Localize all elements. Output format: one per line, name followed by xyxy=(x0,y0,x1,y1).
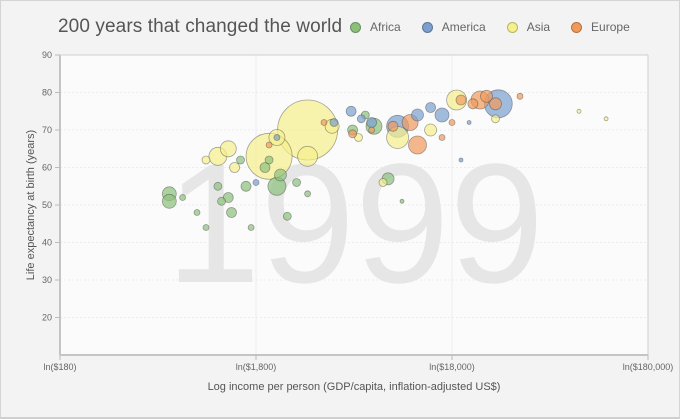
legend-item-america[interactable]: America xyxy=(421,20,486,34)
bubble-africa[interactable] xyxy=(247,224,255,231)
bubble-africa[interactable] xyxy=(259,162,271,173)
legend: Africa America Asia Europe xyxy=(350,20,651,34)
bubble-asia[interactable] xyxy=(576,108,582,114)
bubble-europe[interactable] xyxy=(516,92,524,100)
bubble-africa[interactable] xyxy=(222,192,234,203)
bubble-africa[interactable] xyxy=(399,198,405,204)
y-tick-label: 40 xyxy=(42,238,52,248)
bubble-africa[interactable] xyxy=(179,194,187,201)
bubble-europe[interactable] xyxy=(320,119,328,126)
asia-dot-icon xyxy=(506,21,518,33)
x-tick-label: ln($18,000) xyxy=(429,362,475,372)
bubble-america[interactable] xyxy=(329,118,339,127)
bubble-africa[interactable] xyxy=(274,168,287,182)
y-tick-label: 30 xyxy=(42,275,52,285)
bubble-europe[interactable] xyxy=(438,134,446,141)
bubble-europe[interactable] xyxy=(448,119,456,126)
y-axis-ticks: 20 30 40 50 60 70 80 90 xyxy=(42,50,60,323)
bubble-africa[interactable] xyxy=(217,196,226,206)
legend-label: Asia xyxy=(526,20,551,34)
bubble-africa[interactable] xyxy=(202,224,210,231)
europe-dot-icon xyxy=(571,21,583,33)
bubble-africa[interactable] xyxy=(213,181,223,191)
y-tick-label: 70 xyxy=(42,125,52,135)
legend-label: Africa xyxy=(370,20,401,34)
bubble-africa[interactable] xyxy=(292,178,302,187)
bubble-america[interactable] xyxy=(356,114,366,124)
bubble-america[interactable] xyxy=(252,179,260,186)
legend-label: Europe xyxy=(591,20,630,34)
bubble-europe[interactable] xyxy=(368,126,376,134)
bubble-europe[interactable] xyxy=(408,135,427,155)
bubble-america[interactable] xyxy=(273,134,281,141)
bubble-africa[interactable] xyxy=(264,155,274,165)
y-tick-label: 90 xyxy=(42,50,52,60)
x-axis-label: Log income per person (GDP/capita, infla… xyxy=(208,381,501,393)
bubble-asia[interactable] xyxy=(491,114,500,124)
bubble-africa[interactable] xyxy=(193,209,201,216)
y-tick-label: 50 xyxy=(42,200,52,210)
x-axis-ticks: ln($180) ln($1,800) ln($18,000) ln($180,000… xyxy=(43,355,673,372)
bubble-asia[interactable] xyxy=(297,145,319,167)
bubble-europe[interactable] xyxy=(387,120,399,132)
bubble-asia[interactable] xyxy=(229,162,241,173)
bubble-europe[interactable] xyxy=(265,141,273,149)
bubble-africa[interactable] xyxy=(236,155,245,165)
bubble-asia[interactable] xyxy=(424,123,438,137)
bubble-america[interactable] xyxy=(366,117,378,128)
chart-title: 200 years that changed the world xyxy=(58,16,343,37)
x-tick-label: ln($180) xyxy=(43,362,76,372)
legend-item-asia[interactable]: Asia xyxy=(506,20,551,34)
bubble-africa[interactable] xyxy=(304,190,312,198)
x-tick-label: ln($1,800) xyxy=(236,362,277,372)
bubble-asia[interactable] xyxy=(603,116,609,122)
bubbles[interactable] xyxy=(161,89,609,231)
bubble-asia[interactable] xyxy=(219,140,237,158)
bubble-asia[interactable] xyxy=(354,133,363,142)
bubble-europe[interactable] xyxy=(467,98,479,110)
bubble-america[interactable] xyxy=(345,105,357,117)
y-tick-label: 80 xyxy=(42,88,52,98)
legend-label: America xyxy=(441,20,486,34)
legend-item-africa[interactable]: Africa xyxy=(350,20,401,34)
bubble-america[interactable] xyxy=(458,157,464,163)
bubble-asia[interactable] xyxy=(201,155,211,165)
africa-dot-icon xyxy=(350,21,361,33)
x-tick-label: ln($180,000) xyxy=(623,362,674,372)
bubble-africa[interactable] xyxy=(282,211,292,221)
legend-item-europe[interactable]: Europe xyxy=(571,20,630,34)
bubble-europe[interactable] xyxy=(489,97,502,111)
bubble-africa[interactable] xyxy=(240,180,252,192)
america-dot-icon xyxy=(421,21,433,33)
bubble-europe[interactable] xyxy=(455,94,467,106)
bubble-america[interactable] xyxy=(466,120,472,125)
y-tick-label: 60 xyxy=(42,163,52,173)
bubble-america[interactable] xyxy=(411,108,424,122)
bubble-africa[interactable] xyxy=(161,193,177,209)
bubble-america[interactable] xyxy=(434,107,450,123)
year-watermark: 1999 xyxy=(166,129,544,319)
y-tick-label: 20 xyxy=(42,313,52,323)
bubble-africa[interactable] xyxy=(226,207,237,218)
bubble-america[interactable] xyxy=(425,102,437,113)
bubble-europe[interactable] xyxy=(480,89,493,103)
bubble-europe[interactable] xyxy=(348,129,358,139)
y-axis-label: Life expectancy at birth (years) xyxy=(25,130,37,280)
bubble-asia[interactable] xyxy=(378,178,388,187)
